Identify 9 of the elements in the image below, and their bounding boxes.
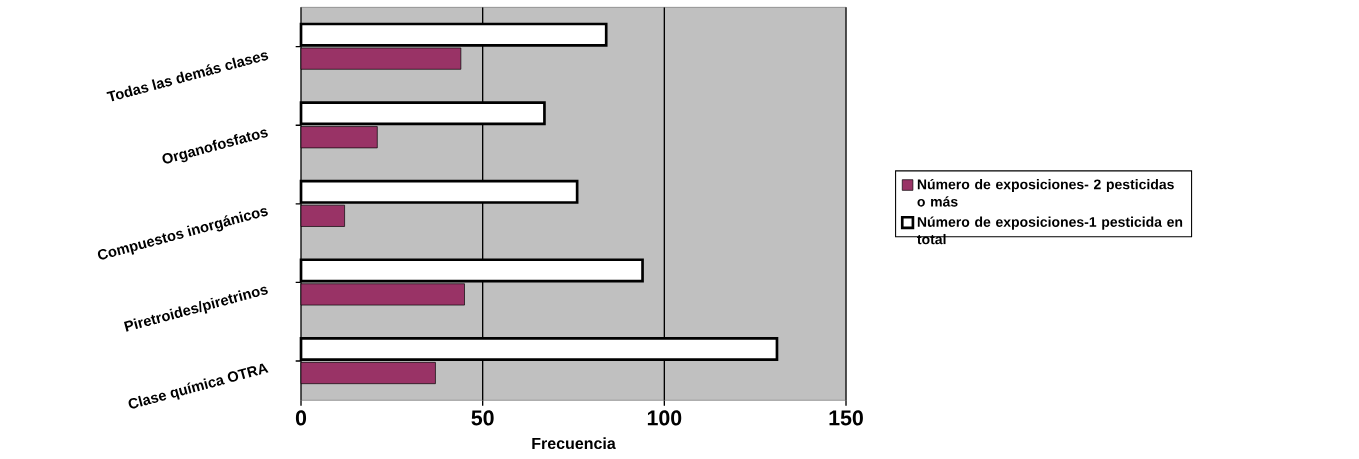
x-tick-label: 50 (471, 410, 494, 426)
legend-label: Número de exposiciones-1 pesticida en total (917, 216, 1183, 245)
y-tick-label: Todas las demás clases (106, 52, 269, 102)
x-tick-label: 0 (295, 410, 307, 426)
x-tick-label: 100 (647, 410, 682, 426)
x-axis-title: Frecuencia (532, 437, 616, 450)
x-tick-label: 150 (829, 410, 863, 426)
y-tick-label: Clase química OTRA (128, 363, 269, 409)
legend-label: Número de exposiciones- 2 pesticidas o más (917, 178, 1174, 207)
